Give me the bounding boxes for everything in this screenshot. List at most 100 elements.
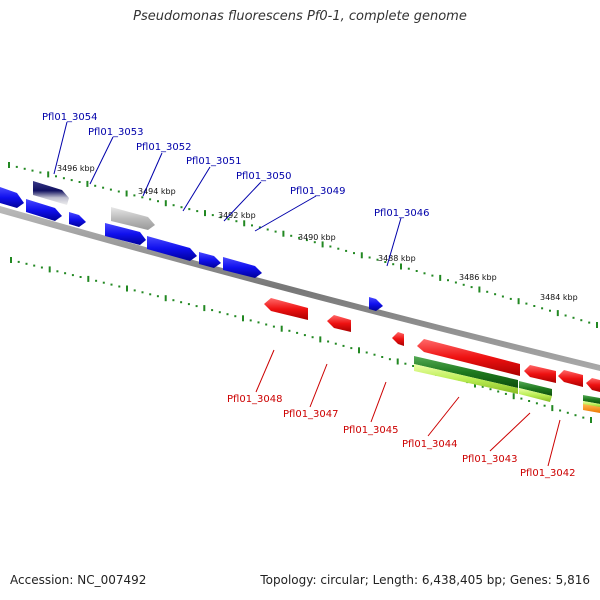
minor-tick xyxy=(388,358,391,361)
leader-line-3050 xyxy=(223,181,262,222)
minor-tick xyxy=(296,331,299,334)
minor-tick xyxy=(102,281,105,284)
minor-tick xyxy=(353,252,355,255)
major-tick xyxy=(48,266,51,273)
gene-pfl01-3054[interactable] xyxy=(33,181,69,205)
minor-tick xyxy=(470,286,473,289)
minor-tick xyxy=(345,249,348,252)
minor-tick xyxy=(520,397,523,400)
minor-tick xyxy=(486,290,489,293)
major-tick xyxy=(321,241,324,248)
minor-tick xyxy=(501,295,504,298)
gene-label-3051[interactable]: Pfl01_3051 xyxy=(186,156,242,167)
feature-orange[interactable] xyxy=(583,404,600,413)
minor-tick xyxy=(251,224,253,227)
genome-summary-text: Topology: circular; Length: 6,438,405 bp… xyxy=(260,573,590,587)
minor-tick xyxy=(180,301,183,304)
minor-tick xyxy=(564,314,567,317)
minor-tick xyxy=(327,340,330,343)
gene-pfl01-3046[interactable] xyxy=(369,297,383,311)
minor-tick xyxy=(298,236,301,239)
gene-label-3044[interactable]: Pfl01_3044 xyxy=(402,439,458,450)
minor-tick xyxy=(274,230,277,233)
kbp-label-3486: 3486 kbp xyxy=(459,273,497,282)
tick-track-inner xyxy=(10,257,592,423)
gene-label-3042[interactable]: Pfl01_3042 xyxy=(520,468,576,479)
major-tick xyxy=(243,220,246,227)
minor-tick xyxy=(95,279,98,282)
minor-tick xyxy=(462,283,465,286)
major-tick xyxy=(590,417,592,423)
minor-tick xyxy=(288,329,291,332)
gene-label-3045[interactable]: Pfl01_3045 xyxy=(343,425,399,436)
gene-label-3052[interactable]: Pfl01_3052 xyxy=(136,142,192,153)
minor-tick xyxy=(313,241,316,244)
minor-tick xyxy=(392,263,395,266)
major-tick xyxy=(87,275,90,282)
minor-tick xyxy=(265,323,268,326)
minor-tick xyxy=(566,411,569,414)
gene-pfl01-3044[interactable] xyxy=(417,339,520,376)
major-tick xyxy=(439,274,442,281)
feature-dark-green[interactable] xyxy=(414,356,518,388)
major-tick xyxy=(360,252,363,259)
feature-dark-green[interactable] xyxy=(519,381,552,396)
gene-pfl01-3051[interactable] xyxy=(105,223,146,245)
minor-tick xyxy=(55,175,57,178)
minor-tick xyxy=(373,353,376,356)
minor-tick xyxy=(454,281,457,284)
minor-tick xyxy=(227,218,230,221)
feature-light-green[interactable] xyxy=(519,388,552,402)
feature-light-green[interactable] xyxy=(414,364,518,394)
minor-tick xyxy=(572,316,575,319)
minor-tick xyxy=(71,274,74,277)
minor-tick xyxy=(141,291,144,294)
gene-pfl01-3043[interactable] xyxy=(524,365,556,383)
gene-pfl01-3042[interactable] xyxy=(586,378,600,392)
minor-tick xyxy=(415,270,418,272)
minor-tick xyxy=(494,293,497,296)
kbp-label-3484: 3484 kbp xyxy=(540,293,578,302)
minor-tick xyxy=(258,226,261,229)
reverse-strand-genes xyxy=(264,298,600,413)
leader-line-3042 xyxy=(547,419,561,467)
minor-tick xyxy=(334,342,337,345)
minor-tick xyxy=(376,258,379,261)
gene-label-3049[interactable]: Pfl01_3049 xyxy=(290,186,346,197)
gene-reverse-arrow[interactable] xyxy=(558,370,583,387)
major-tick xyxy=(358,347,360,354)
gene-label-3046[interactable]: Pfl01_3046 xyxy=(374,208,430,219)
gene-pfl01-3052[interactable] xyxy=(111,207,155,230)
gene-pfl01-3047[interactable] xyxy=(327,315,351,332)
minor-tick xyxy=(303,334,306,337)
gene-label-3043[interactable]: Pfl01_3043 xyxy=(462,454,518,465)
gene-forward-arrow[interactable] xyxy=(69,212,86,227)
gene-label-3053[interactable]: Pfl01_3053 xyxy=(88,127,144,138)
gene-label-3054[interactable]: Pfl01_3054 xyxy=(42,112,98,123)
gene-label-3048[interactable]: Pfl01_3048 xyxy=(227,394,283,405)
gene-pfl01-3049[interactable] xyxy=(199,252,221,268)
minor-tick xyxy=(156,295,159,298)
minor-tick xyxy=(94,184,97,187)
minor-tick xyxy=(180,206,183,209)
gene-forward-arrow[interactable] xyxy=(223,257,262,278)
major-tick xyxy=(478,286,481,293)
gene-label-3050[interactable]: Pfl01_3050 xyxy=(236,171,292,182)
minor-tick xyxy=(350,347,353,350)
major-tick xyxy=(203,305,206,312)
gene-label-3047[interactable]: Pfl01_3047 xyxy=(283,409,339,420)
gene-forward-arrow[interactable] xyxy=(26,199,62,221)
gene-forward-arrow[interactable] xyxy=(0,187,24,208)
major-tick xyxy=(517,298,520,305)
kbp-label-3488: 3488 kbp xyxy=(378,254,416,263)
minor-tick xyxy=(305,239,308,242)
minor-tick xyxy=(17,260,20,263)
minor-tick xyxy=(407,267,410,270)
minor-tick xyxy=(368,256,371,259)
gene-pfl01-3045[interactable] xyxy=(392,332,404,346)
gene-pfl01-3048[interactable] xyxy=(264,298,308,320)
minor-tick xyxy=(172,204,175,207)
minor-tick xyxy=(342,344,345,347)
gene-pfl01-3050[interactable] xyxy=(147,236,197,261)
minor-tick xyxy=(525,302,528,305)
